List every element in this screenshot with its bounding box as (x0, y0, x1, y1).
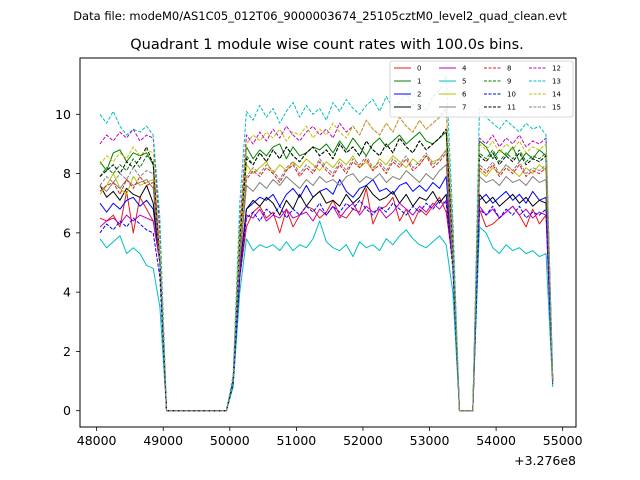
x-tick-label: 48000 (77, 433, 117, 448)
series-line-15 (99, 149, 554, 412)
x-axis-offset-label: +3.276e8 (514, 453, 576, 468)
x-tick-label: 55000 (543, 433, 583, 448)
x-tick-label: 54000 (476, 433, 516, 448)
legend-label-14: 14 (552, 91, 561, 99)
legend-label-9: 9 (507, 78, 511, 86)
legend-label-0: 0 (417, 65, 421, 73)
x-tick-label: 53000 (410, 433, 450, 448)
legend-label-2: 2 (417, 91, 421, 99)
x-tick-label: 49000 (143, 433, 183, 448)
legend-label-4: 4 (462, 65, 467, 73)
legend-label-8: 8 (507, 65, 511, 73)
series-line-10 (99, 199, 554, 412)
legend-label-11: 11 (507, 104, 516, 112)
y-tick-label: 6 (63, 225, 71, 240)
x-tick-label: 51000 (276, 433, 316, 448)
legend-label-3: 3 (417, 104, 421, 112)
y-tick-label: 0 (63, 403, 71, 418)
y-tick-label: 2 (63, 344, 71, 359)
y-axis: 0 2 4 6 8 10 (55, 107, 80, 418)
axes-frame (79, 57, 577, 428)
y-tick-label: 8 (63, 166, 71, 181)
legend-label-1: 1 (417, 78, 421, 86)
legend-label-5: 5 (462, 78, 466, 86)
legend-label-15: 15 (552, 104, 561, 112)
y-tick-label: 10 (55, 107, 71, 122)
chart-title: Quadrant 1 module wise count rates with … (130, 37, 524, 53)
x-tick-label: 52000 (343, 433, 383, 448)
x-axis: 48000 49000 50000 51000 52000 53000 54000 55000 (77, 427, 583, 448)
legend-label-7: 7 (462, 104, 466, 112)
plot-area: 48000 49000 50000 51000 52000 53000 54000 55000… (55, 57, 583, 468)
series-layer (99, 75, 554, 412)
y-tick-label: 4 (63, 285, 71, 300)
legend-label-12: 12 (552, 65, 561, 73)
legend-label-6: 6 (462, 91, 467, 99)
legend-label-10: 10 (507, 91, 516, 99)
x-tick-label: 50000 (210, 433, 250, 448)
legend-frame (389, 60, 574, 118)
legend-label-13: 13 (552, 78, 561, 86)
suptitle: Data file: modeM0/AS1C05_012T06_90000036… (73, 9, 567, 23)
